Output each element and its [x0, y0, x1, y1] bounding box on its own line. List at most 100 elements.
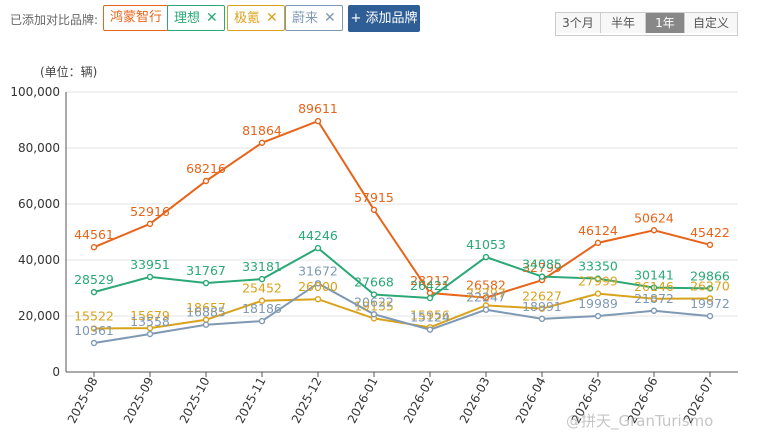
data-label: 26421: [410, 278, 450, 293]
series-line: [93, 246, 711, 300]
data-label: 34085: [522, 257, 562, 272]
add-brand-button[interactable]: + 添加品牌: [348, 5, 420, 32]
data-point: [370, 206, 378, 214]
close-icon[interactable]: ✕: [324, 10, 336, 26]
data-point: [314, 244, 322, 252]
data-label: 26146: [634, 279, 674, 294]
time-range-selector: 3个月 半年 1年 自定义: [555, 12, 738, 36]
close-icon[interactable]: ✕: [206, 10, 218, 26]
data-point: [706, 295, 714, 302]
data-label: 68216: [186, 161, 226, 176]
x-tick-label: 2025-08: [65, 375, 101, 426]
data-label: 21872: [634, 291, 674, 306]
data-point: [594, 275, 602, 282]
x-tick-label: 2026-03: [457, 375, 493, 426]
data-label: 26582: [466, 278, 506, 293]
data-label: 15522: [74, 309, 114, 324]
data-label: 50624: [634, 210, 674, 225]
y-tick-label: 100,000: [10, 85, 60, 99]
data-label: 44246: [298, 228, 338, 243]
data-point: [482, 253, 490, 261]
y-tick-label: 0: [52, 365, 60, 379]
data-point: [258, 297, 266, 304]
data-point: [482, 306, 490, 313]
range-custom[interactable]: 自定义: [685, 13, 737, 33]
data-label: 28212: [410, 273, 450, 288]
unit-label: (单位：辆): [40, 65, 98, 79]
y-tick-label: 80,000: [18, 141, 60, 155]
data-point: [650, 284, 658, 291]
data-label: 22627: [522, 289, 562, 304]
data-point: [90, 288, 98, 296]
data-label: 18186: [242, 301, 282, 316]
data-label: 15679: [130, 308, 170, 323]
data-point: [202, 321, 210, 328]
brand-chip-weilai[interactable]: 蔚来 ✕: [285, 5, 343, 31]
data-point: [258, 317, 266, 325]
range-3-months[interactable]: 3个月: [556, 13, 601, 33]
data-point: [426, 326, 434, 333]
data-point: [594, 290, 602, 297]
data-label: 89611: [298, 101, 338, 116]
data-label: 52916: [130, 204, 170, 219]
brand-chip-label: 鸿蒙智行: [110, 10, 163, 25]
data-point: [538, 305, 546, 312]
data-label: 31672: [298, 263, 338, 278]
data-label: 18991: [522, 299, 562, 314]
data-point: [650, 227, 658, 234]
data-label: 33951: [130, 257, 170, 272]
watermark-text: @拼天_GranTurismo: [566, 412, 714, 430]
data-label: 57915: [354, 190, 394, 205]
brand-chip-lixiang[interactable]: 理想 ✕: [167, 5, 225, 31]
data-label: 19972: [690, 296, 730, 311]
x-tick-label: 2025-10: [177, 375, 213, 426]
data-label: 45422: [690, 225, 730, 240]
series-line: [93, 282, 711, 344]
data-point: [706, 241, 714, 249]
data-point: [146, 330, 154, 338]
x-tick-label: 2026-01: [345, 375, 381, 426]
data-label: 33181: [242, 259, 282, 274]
data-label: 19989: [578, 296, 618, 311]
brand-chip-label: 理想: [174, 11, 201, 26]
data-point: [706, 285, 714, 292]
data-label: 32799: [522, 260, 562, 275]
brand-chip-label: 蔚来: [292, 11, 319, 26]
data-label: 81864: [242, 123, 282, 138]
data-point: [650, 295, 658, 302]
data-point: [482, 294, 490, 301]
data-label: 15124: [410, 310, 450, 325]
data-label: 26000: [298, 279, 338, 294]
data-label: 46124: [578, 223, 618, 238]
data-point: [146, 324, 154, 332]
y-tick-label: 20,000: [18, 309, 60, 323]
data-label: 16885: [186, 305, 226, 320]
data-label: 23797: [466, 285, 506, 300]
data-point: [90, 244, 98, 251]
y-tick-label: 60,000: [18, 197, 60, 211]
data-point: [202, 279, 210, 287]
data-point: [202, 177, 210, 185]
brand-chip-jike[interactable]: 极氪 ✕: [227, 5, 285, 31]
x-tick-label: 2025-12: [289, 375, 325, 426]
data-label: 30141: [634, 268, 674, 283]
data-point: [90, 325, 98, 332]
x-tick-label: 2026-02: [401, 375, 437, 426]
data-label: 44561: [74, 227, 114, 242]
data-label: 26270: [690, 278, 730, 293]
brand-compare-bar: 已添加对比品牌: 鸿蒙智行 理想 ✕ 极氪 ✕ 蔚来 ✕ + 添加品牌 3个月 半年 …: [0, 0, 762, 40]
range-1-year[interactable]: 1年: [646, 13, 685, 33]
compare-label: 已添加对比品牌:: [10, 13, 99, 27]
x-tick-label: 2026-04: [513, 375, 549, 426]
brand-chip-label: 极氪: [234, 11, 261, 26]
close-icon[interactable]: ✕: [266, 10, 278, 26]
data-point: [90, 339, 98, 347]
data-label: 41053: [466, 237, 506, 252]
data-point: [426, 294, 434, 302]
range-half-year[interactable]: 半年: [601, 13, 646, 33]
data-label: 22247: [466, 290, 506, 305]
data-label: 13558: [130, 314, 170, 329]
data-point: [314, 296, 322, 303]
data-point: [370, 311, 378, 318]
